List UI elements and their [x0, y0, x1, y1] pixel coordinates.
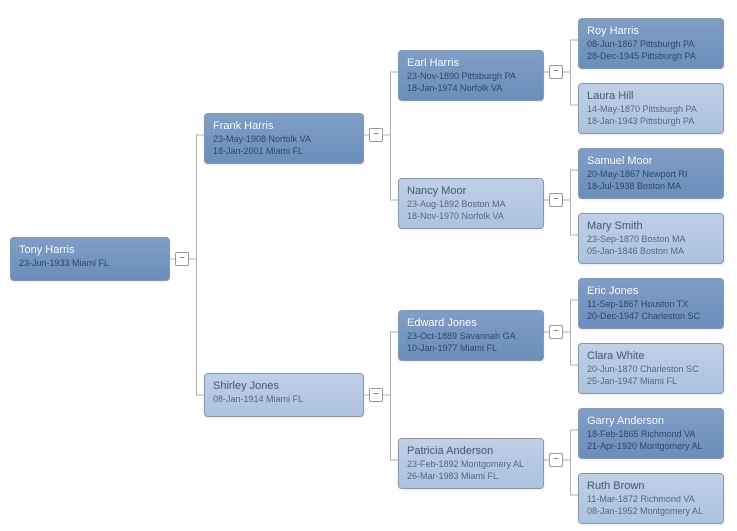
person-name: Patricia Anderson	[407, 445, 535, 457]
person-name: Ruth Brown	[587, 480, 715, 492]
collapse-toggle[interactable]: −	[549, 193, 563, 207]
person-birth: 23-Sep-1870 Boston MA	[587, 234, 715, 246]
person-name: Clara White	[587, 350, 715, 362]
person-birth: 18-Feb-1865 Richmond VA	[587, 429, 715, 441]
person-name: Laura Hill	[587, 90, 715, 102]
person-birth: 08-Jun-1867 Pittsburgh PA	[587, 39, 715, 51]
person-death: 10-Jan-1977 Miami FL	[407, 343, 535, 355]
person-node-mary[interactable]: Mary Smith 23-Sep-1870 Boston MA05-Jan-18…	[578, 213, 724, 264]
person-name: Nancy Moor	[407, 185, 535, 197]
person-death: 20-Dec-1947 Charleston SC	[587, 311, 715, 323]
person-name: Shirley Jones	[213, 380, 355, 392]
person-node-earl[interactable]: Earl Harris 23-Nov-1890 Pittsburgh PA18-J…	[398, 50, 544, 101]
collapse-toggle[interactable]: −	[369, 388, 383, 402]
person-death: 08-Jan-1952 Montgomery AL	[587, 506, 715, 518]
person-birth: 23-Aug-1892 Boston MA	[407, 199, 535, 211]
person-death: 05-Jan-1846 Boston MA	[587, 246, 715, 258]
collapse-toggle[interactable]: −	[369, 128, 383, 142]
collapse-toggle[interactable]: −	[175, 252, 189, 266]
person-node-edward[interactable]: Edward Jones 23-Oct-1889 Savannah GA10-Ja…	[398, 310, 544, 361]
person-birth: 14-May-1870 Pittsburgh PA	[587, 104, 715, 116]
person-birth: 08-Jan-1914 Miami FL	[213, 394, 355, 406]
person-node-ruth[interactable]: Ruth Brown 11-Mar-1872 Richmond VA08-Jan-…	[578, 473, 724, 524]
collapse-toggle[interactable]: −	[549, 65, 563, 79]
person-name: Edward Jones	[407, 317, 535, 329]
person-death: 18-Jan-1943 Pittsburgh PA	[587, 116, 715, 128]
person-node-garry[interactable]: Garry Anderson 18-Feb-1865 Richmond VA21-…	[578, 408, 724, 459]
person-birth: 20-May-1867 Newport RI	[587, 169, 715, 181]
person-node-frank[interactable]: Frank Harris 23-May-1908 Norfolk VA18-Jan…	[204, 113, 364, 164]
person-name: Frank Harris	[213, 120, 355, 132]
person-death: 18-Jul-1938 Boston MA	[587, 181, 715, 193]
person-name: Samuel Moor	[587, 155, 715, 167]
collapse-toggle[interactable]: −	[549, 325, 563, 339]
person-name: Tony Harris	[19, 244, 161, 256]
collapse-toggle[interactable]: −	[549, 453, 563, 467]
person-node-patricia[interactable]: Patricia Anderson 23-Feb-1892 Montgomery …	[398, 438, 544, 489]
person-node-laura[interactable]: Laura Hill 14-May-1870 Pittsburgh PA18-Ja…	[578, 83, 724, 134]
person-death: 21-Apr-1920 Montgomery AL	[587, 441, 715, 453]
person-death: 18-Nov-1970 Norfolk VA	[407, 211, 535, 223]
person-birth: 11-Mar-1872 Richmond VA	[587, 494, 715, 506]
person-node-eric[interactable]: Eric Jones 11-Sep-1867 Houston TX20-Dec-1…	[578, 278, 724, 329]
person-name: Earl Harris	[407, 57, 535, 69]
person-name: Garry Anderson	[587, 415, 715, 427]
person-birth: 23-Nov-1890 Pittsburgh PA	[407, 71, 535, 83]
person-death: 28-Dec-1945 Pittsburgh PA	[587, 51, 715, 63]
person-death: 18-Jan-2001 Miami FL	[213, 146, 355, 158]
person-node-tony[interactable]: Tony Harris 23-Jun-1933 Miami FL	[10, 237, 170, 281]
person-node-shirley[interactable]: Shirley Jones 08-Jan-1914 Miami FL	[204, 373, 364, 417]
family-tree-canvas: Tony Harris23-Jun-1933 Miami FL−Frank Ha…	[0, 0, 737, 531]
person-node-nancy[interactable]: Nancy Moor 23-Aug-1892 Boston MA18-Nov-19…	[398, 178, 544, 229]
person-death: 26-Mar-1983 Miami FL	[407, 471, 535, 483]
person-name: Roy Harris	[587, 25, 715, 37]
person-death: 18-Jan-1974 Norfolk VA	[407, 83, 535, 95]
person-node-roy[interactable]: Roy Harris 08-Jun-1867 Pittsburgh PA28-De…	[578, 18, 724, 69]
person-birth: 23-Oct-1889 Savannah GA	[407, 331, 535, 343]
person-death: 25-Jan-1947 Miami FL	[587, 376, 715, 388]
person-birth: 11-Sep-1867 Houston TX	[587, 299, 715, 311]
person-name: Mary Smith	[587, 220, 715, 232]
person-birth: 20-Jun-1870 Charleston SC	[587, 364, 715, 376]
person-node-samuel[interactable]: Samuel Moor 20-May-1867 Newport RI18-Jul-…	[578, 148, 724, 199]
person-name: Eric Jones	[587, 285, 715, 297]
person-node-clara[interactable]: Clara White 20-Jun-1870 Charleston SC25-J…	[578, 343, 724, 394]
person-birth: 23-Jun-1933 Miami FL	[19, 258, 161, 270]
person-birth: 23-Feb-1892 Montgomery AL	[407, 459, 535, 471]
person-birth: 23-May-1908 Norfolk VA	[213, 134, 355, 146]
